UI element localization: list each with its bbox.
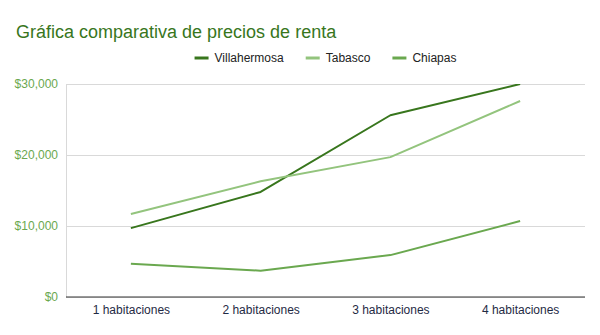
x-tick: 4 habitaciones <box>482 303 559 317</box>
legend-item: Villahermosa <box>195 51 284 65</box>
legend-swatch <box>195 57 209 60</box>
legend-swatch <box>306 57 320 60</box>
x-tick: 2 habitaciones <box>222 303 299 317</box>
chart-title: Gráfica comparativa de precios de renta <box>16 22 337 42</box>
y-tick: $20,000 <box>15 148 585 162</box>
x-tick: 1 habitaciones <box>93 303 170 317</box>
legend: Villahermosa Tabasco Chiapas <box>195 51 457 65</box>
series-line <box>131 221 520 271</box>
chart-svg: Gráfica comparativa de precios de renta $… <box>0 0 600 335</box>
y-axis: $0 $10,000 $20,000 $30,000 <box>15 77 585 304</box>
y-tick-label: $0 <box>45 290 59 304</box>
x-tick-label: 2 habitaciones <box>222 303 299 317</box>
x-axis: 1 habitaciones 2 habitaciones 3 habitacion… <box>66 297 585 317</box>
grid-line <box>66 226 585 227</box>
x-tick-label: 1 habitaciones <box>93 303 170 317</box>
grid-line <box>66 84 585 85</box>
y-tick-label: $20,000 <box>15 148 59 162</box>
legend-item: Chiapas <box>392 51 456 65</box>
x-tick-label: 3 habitaciones <box>352 303 429 317</box>
chart-container: Gráfica comparativa de precios de renta $… <box>0 0 600 335</box>
series-line <box>131 84 520 228</box>
legend-label: Chiapas <box>412 51 456 65</box>
grid-line <box>66 297 585 298</box>
y-tick-label: $30,000 <box>15 77 59 91</box>
y-tick-label: $10,000 <box>15 219 59 233</box>
grid-line <box>66 155 585 156</box>
plot-area <box>131 84 520 271</box>
legend-item: Tabasco <box>306 51 371 65</box>
x-axis-line <box>66 297 585 298</box>
legend-label: Tabasco <box>326 51 371 65</box>
legend-label: Villahermosa <box>215 51 284 65</box>
y-axis-line <box>66 85 67 298</box>
legend-swatch <box>392 57 406 60</box>
x-tick: 3 habitaciones <box>352 303 429 317</box>
series-line <box>131 101 520 214</box>
x-tick-label: 4 habitaciones <box>482 303 559 317</box>
